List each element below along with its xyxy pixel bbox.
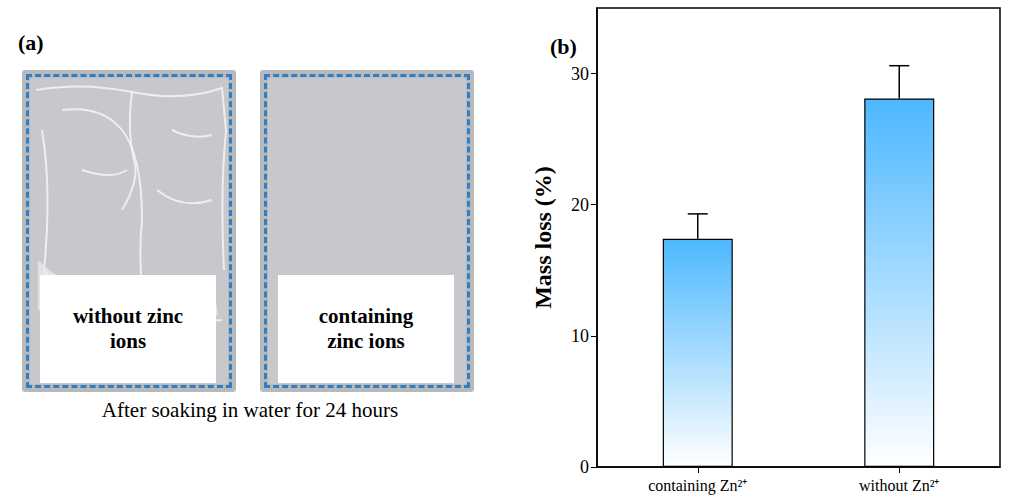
svg-text:0: 0 xyxy=(580,457,589,477)
svg-text:Mass loss (%): Mass loss (%) xyxy=(530,166,556,309)
html-text:After soaking in water for 24: After soaking in water for 24 hours xyxy=(101,398,399,422)
svg-text:20: 20 xyxy=(571,195,589,215)
svg-text:(b): (b) xyxy=(550,34,577,59)
html-text:without zinc ions: without zinc ions xyxy=(72,303,184,353)
svg-text:10: 10 xyxy=(571,326,589,346)
svg-text:containing Zn²⁺: containing Zn²⁺ xyxy=(648,477,747,495)
svg-text:30: 30 xyxy=(571,64,589,84)
html-text:(a): (a) xyxy=(18,30,44,55)
html-text:containing zinc ions: containing zinc ions xyxy=(318,303,414,353)
svg-text:without Zn²⁺: without Zn²⁺ xyxy=(859,477,939,494)
